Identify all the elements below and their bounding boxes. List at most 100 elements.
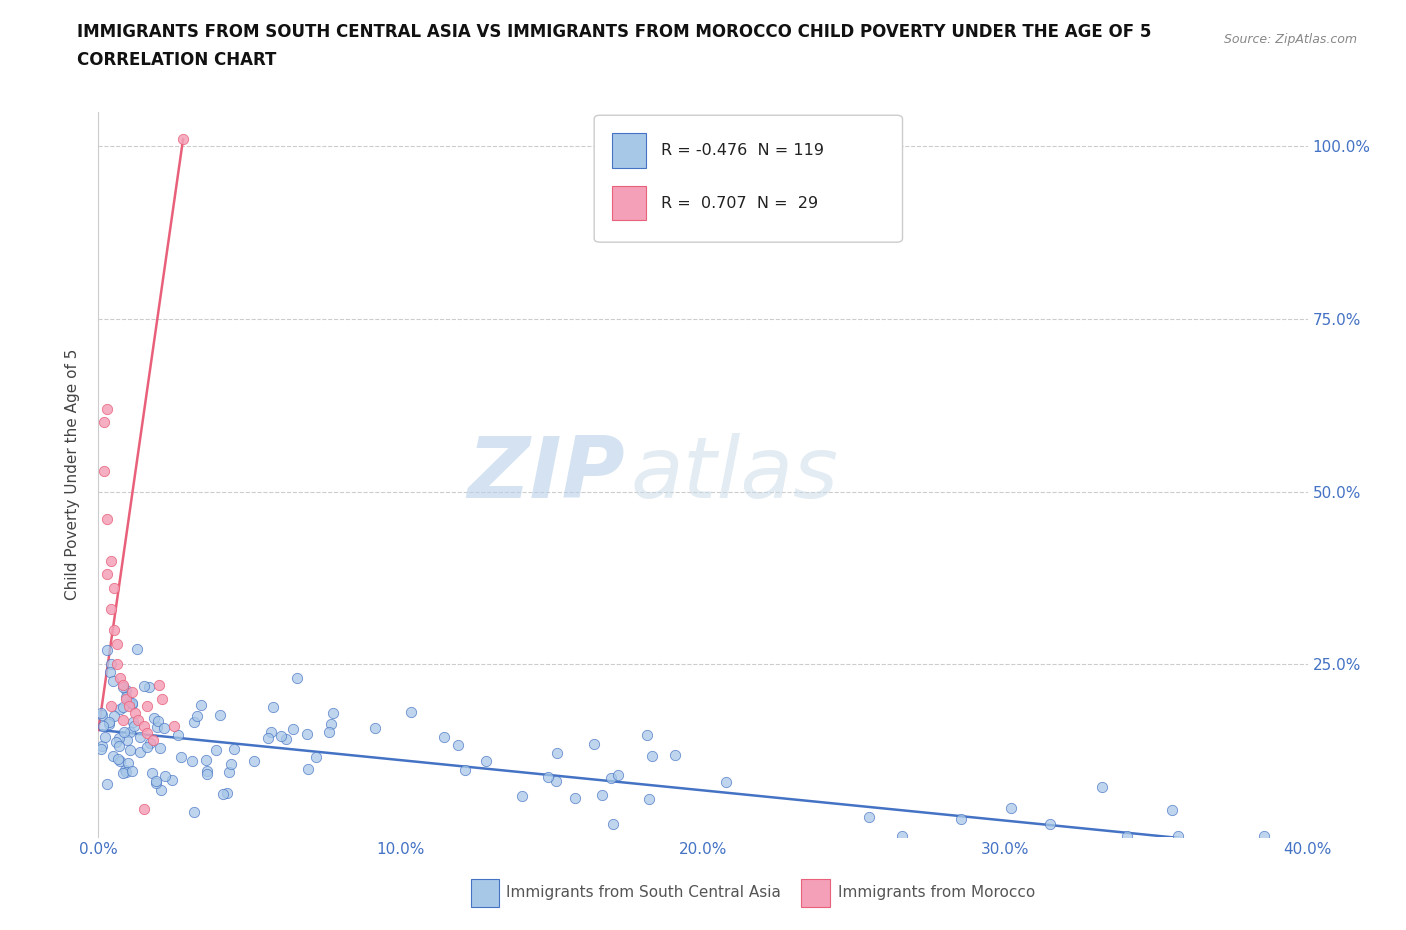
- Point: [281, 722, 304, 737]
- Point: [118, 742, 141, 757]
- Point: [221, 756, 243, 771]
- FancyBboxPatch shape: [613, 133, 647, 168]
- Point: [319, 716, 342, 731]
- Text: IMMIGRANTS FROM SOUTH CENTRAL ASIA VS IMMIGRANTS FROM MOROCCO CHILD POVERTY UNDE: IMMIGRANTS FROM SOUTH CENTRAL ASIA VS IM…: [77, 23, 1152, 41]
- Point: [122, 714, 145, 729]
- Point: [104, 734, 127, 749]
- Point: [118, 724, 141, 739]
- Point: [98, 664, 121, 679]
- Point: [107, 751, 129, 766]
- Point: [125, 642, 148, 657]
- Point: [91, 719, 114, 734]
- Point: [205, 743, 228, 758]
- Point: [114, 683, 136, 698]
- Point: [114, 691, 136, 706]
- Point: [90, 708, 112, 723]
- Point: [108, 738, 131, 753]
- Point: [121, 684, 143, 699]
- Point: [114, 763, 136, 777]
- Point: [93, 415, 115, 430]
- Point: [322, 706, 344, 721]
- Point: [447, 737, 470, 752]
- Point: [118, 695, 141, 710]
- Point: [1167, 829, 1189, 844]
- Point: [432, 729, 454, 744]
- Point: [90, 742, 112, 757]
- Point: [129, 744, 152, 759]
- Point: [890, 829, 912, 844]
- Point: [115, 764, 138, 779]
- Point: [401, 705, 423, 720]
- Point: [318, 724, 340, 739]
- Point: [100, 602, 122, 617]
- Point: [96, 643, 118, 658]
- Point: [97, 714, 120, 729]
- Point: [111, 679, 134, 694]
- Point: [664, 748, 686, 763]
- Point: [212, 787, 235, 802]
- Point: [103, 709, 125, 724]
- Point: [167, 727, 190, 742]
- Point: [544, 774, 567, 789]
- Point: [121, 696, 143, 711]
- Point: [96, 512, 118, 526]
- Point: [117, 755, 139, 770]
- Point: [142, 733, 165, 748]
- Point: [162, 772, 184, 787]
- Point: [96, 401, 118, 416]
- Point: [262, 700, 284, 715]
- Point: [636, 727, 658, 742]
- Point: [537, 769, 560, 784]
- Point: [641, 749, 664, 764]
- Point: [1161, 803, 1184, 817]
- Point: [100, 698, 122, 713]
- Point: [950, 811, 973, 826]
- Point: [105, 636, 128, 651]
- Point: [132, 802, 155, 817]
- Point: [285, 671, 308, 685]
- Text: Immigrants from South Central Asia: Immigrants from South Central Asia: [506, 885, 782, 900]
- Point: [208, 708, 231, 723]
- Point: [90, 739, 112, 754]
- Point: [215, 785, 238, 800]
- Text: ZIP: ZIP: [467, 432, 624, 516]
- Point: [111, 712, 134, 727]
- Point: [181, 753, 204, 768]
- Point: [243, 753, 266, 768]
- Point: [475, 754, 498, 769]
- Point: [101, 673, 124, 688]
- Point: [128, 729, 150, 744]
- Point: [100, 553, 122, 568]
- Point: [510, 789, 533, 804]
- Point: [564, 790, 586, 805]
- Point: [96, 567, 118, 582]
- Point: [112, 724, 135, 739]
- Point: [149, 740, 172, 755]
- Point: [143, 711, 166, 725]
- Point: [118, 698, 141, 713]
- Point: [108, 753, 131, 768]
- Point: [114, 690, 136, 705]
- Point: [132, 679, 155, 694]
- Text: CORRELATION CHART: CORRELATION CHART: [77, 51, 277, 69]
- Point: [274, 732, 297, 747]
- Point: [858, 810, 880, 825]
- Point: [546, 746, 568, 761]
- Point: [139, 736, 162, 751]
- Point: [111, 678, 134, 693]
- Point: [93, 463, 115, 478]
- Text: R =  0.707  N =  29: R = 0.707 N = 29: [661, 195, 818, 210]
- Point: [260, 724, 283, 739]
- Point: [714, 774, 737, 789]
- Point: [599, 771, 621, 786]
- Text: R = -0.476  N = 119: R = -0.476 N = 119: [661, 143, 824, 158]
- Point: [121, 698, 143, 712]
- Point: [183, 714, 205, 729]
- Point: [602, 817, 624, 831]
- Point: [170, 750, 193, 764]
- Point: [257, 731, 280, 746]
- Point: [197, 764, 219, 778]
- Point: [150, 782, 173, 797]
- Point: [297, 762, 319, 777]
- Text: Source: ZipAtlas.com: Source: ZipAtlas.com: [1223, 33, 1357, 46]
